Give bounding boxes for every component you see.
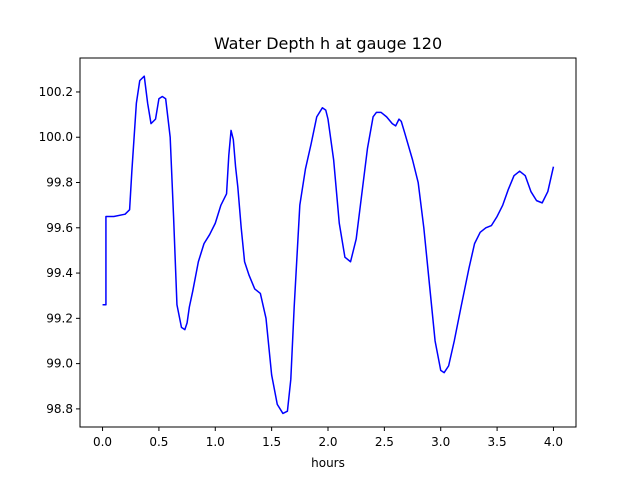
y-tick-label: 99.0 xyxy=(46,357,73,371)
x-tick-label: 3.5 xyxy=(488,435,507,449)
y-tick-label: 100.0 xyxy=(39,130,73,144)
y-tick-label: 99.4 xyxy=(46,266,73,280)
x-tick-label: 0.0 xyxy=(93,435,112,449)
x-tick-label: 2.0 xyxy=(318,435,337,449)
y-tick-label: 99.6 xyxy=(46,221,73,235)
plot-area xyxy=(102,75,555,415)
x-tick-label: 1.5 xyxy=(262,435,281,449)
y-tick-label: 99.2 xyxy=(46,311,73,325)
series-line-0 xyxy=(102,75,555,415)
chart-title: Water Depth h at gauge 120 xyxy=(214,34,442,53)
x-tick-label: 4.0 xyxy=(544,435,563,449)
x-tick-label: 3.0 xyxy=(431,435,450,449)
x-tick-label: 2.5 xyxy=(375,435,394,449)
y-axis: 98.8 99.0 99.2 99.4 99.6 99.8 100.0 100.2 xyxy=(39,85,80,416)
x-axis-label: hours xyxy=(311,456,345,470)
y-tick-label: 99.8 xyxy=(46,176,73,190)
x-tick-label: 0.5 xyxy=(149,435,168,449)
x-tick-label: 1.0 xyxy=(206,435,225,449)
y-tick-label: 100.2 xyxy=(39,85,73,99)
y-tick-label: 98.8 xyxy=(46,402,73,416)
x-axis: 0.0 0.5 1.0 1.5 2.0 2.5 3.0 3.5 4.0 xyxy=(93,427,563,449)
